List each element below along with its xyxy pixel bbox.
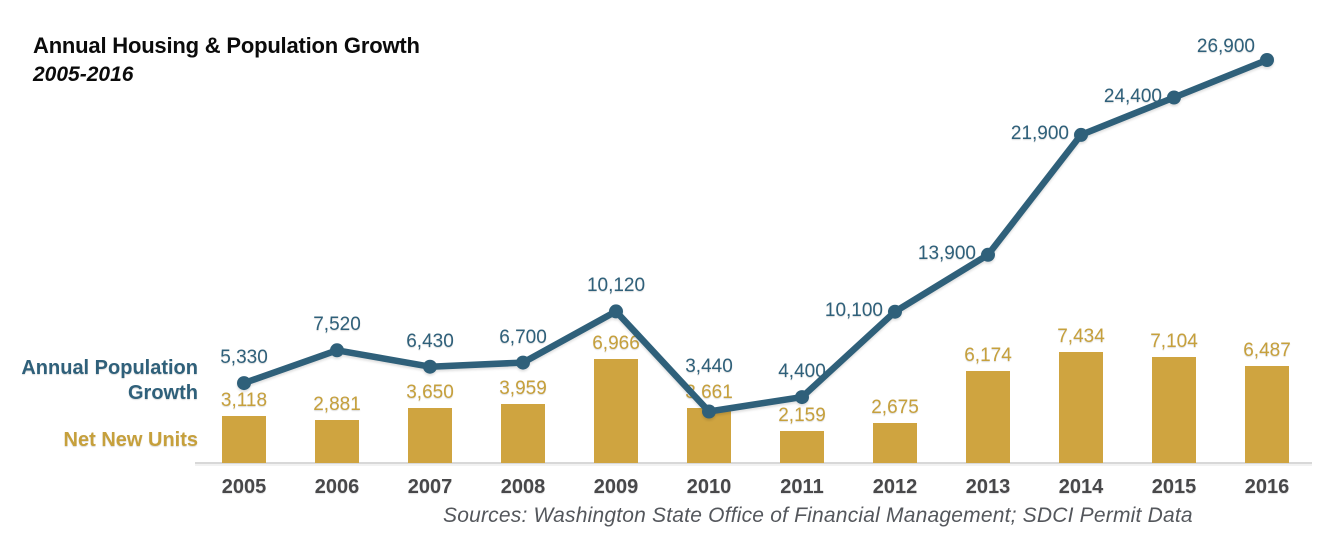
- bar-value-label: 3,650: [406, 382, 454, 404]
- x-axis-label: 2016: [1244, 476, 1290, 498]
- line-value-label: 6,700: [499, 326, 547, 348]
- line-point-marker: [795, 390, 809, 405]
- bar: [687, 408, 731, 463]
- line-point-marker: [330, 343, 344, 358]
- bar: [501, 403, 545, 463]
- line-value-label: 10,120: [586, 275, 646, 297]
- line-point-marker: [1074, 127, 1088, 142]
- line-value-label: 3,440: [685, 356, 733, 378]
- line-value-label: 4,400: [778, 361, 826, 383]
- line-value-label: 13,900: [917, 242, 976, 264]
- line-value-label: 6,430: [406, 330, 454, 352]
- bar-value-label: 7,104: [1150, 330, 1198, 352]
- x-axis-label: 2005: [221, 476, 267, 498]
- line-value-label: 21,900: [1010, 122, 1069, 144]
- chart-subtitle: 2005-2016: [33, 63, 134, 86]
- bar: [594, 358, 638, 463]
- bar: [222, 416, 266, 463]
- x-axis-label: 2013: [965, 476, 1011, 498]
- bar: [873, 422, 917, 463]
- bar: [408, 408, 452, 463]
- line-value-label: 5,330: [220, 347, 268, 369]
- bar: [1059, 351, 1103, 463]
- x-axis-label: 2015: [1151, 476, 1197, 498]
- source-caption: Sources: Washington State Office of Fina…: [443, 504, 1193, 527]
- x-axis-label: 2010: [686, 476, 732, 498]
- line-point-marker: [423, 359, 437, 374]
- x-axis-label: 2012: [872, 476, 918, 498]
- line-point-marker: [981, 247, 995, 262]
- line-point-marker: [237, 376, 251, 391]
- bar-value-label: 2,675: [871, 396, 919, 418]
- x-axis-label: 2006: [314, 476, 360, 498]
- x-axis-label: 2007: [407, 476, 453, 498]
- bar: [1152, 356, 1196, 463]
- line-path: [240, 56, 1271, 415]
- bar-value-label: 6,966: [592, 332, 640, 354]
- x-axis-label: 2011: [780, 476, 824, 498]
- bar-value-label: 3,959: [499, 377, 547, 399]
- bar-value-label: 6,174: [964, 344, 1012, 366]
- line-value-label: 24,400: [1103, 85, 1162, 107]
- bar: [966, 370, 1010, 463]
- bar-value-label: 3,661: [685, 382, 733, 404]
- legend-net-new-units: Net New Units: [63, 429, 198, 451]
- line-value-label: 7,520: [313, 314, 361, 336]
- bar-value-label: 3,118: [220, 390, 268, 412]
- line-point-marker: [888, 304, 902, 319]
- line-value-label: 26,900: [1196, 36, 1255, 57]
- bar-value-label: 7,434: [1057, 325, 1105, 347]
- bar-value-label: 6,487: [1243, 339, 1291, 361]
- x-axis-label: 2008: [500, 476, 546, 498]
- legend-population-growth: Annual Population Growth: [21, 357, 198, 404]
- bar-value-label: 2,159: [778, 404, 826, 426]
- x-axis-line: [195, 462, 1312, 464]
- line-value-label: 10,100: [824, 299, 883, 321]
- x-axis-label: 2014: [1058, 476, 1104, 498]
- bar: [1245, 365, 1289, 463]
- bar: [780, 430, 824, 463]
- line-point-marker: [1260, 53, 1274, 67]
- line-point-marker: [516, 355, 530, 370]
- line-point-marker: [609, 304, 623, 319]
- x-axis-label: 2009: [593, 476, 639, 498]
- line-point-marker: [1167, 90, 1181, 105]
- chart-title: Annual Housing & Population Growth: [33, 33, 420, 58]
- bar: [315, 419, 359, 463]
- bar-value-label: 2,881: [313, 393, 361, 415]
